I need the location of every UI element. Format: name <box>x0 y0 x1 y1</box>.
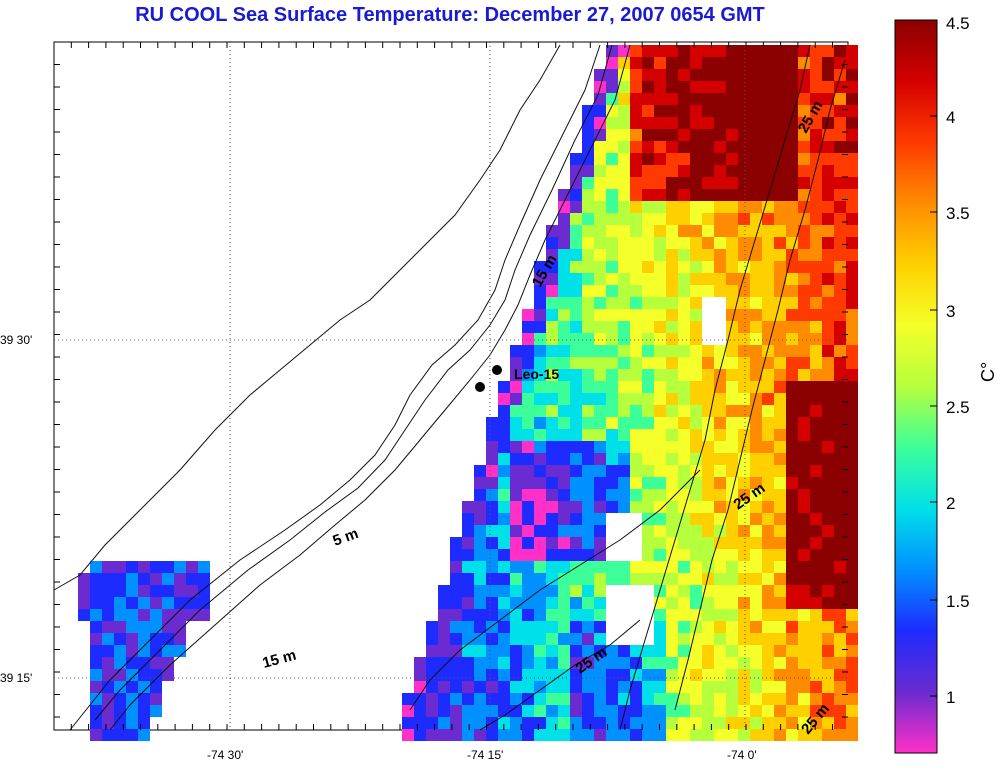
colorbar-tick-1: 1 <box>946 688 956 707</box>
station-label: Leo-15 <box>514 366 559 382</box>
coastline <box>69 44 601 731</box>
colorbar-tick-4: 4 <box>946 108 956 127</box>
colorbar-tick-2-5: 2.5 <box>946 398 970 417</box>
x-label-74-0: -74 0' <box>727 748 757 762</box>
y-label-39-30: 39 30' <box>0 333 33 347</box>
colorbar-tick-2: 2 <box>946 494 956 513</box>
depth-contour-25m-d <box>479 619 641 731</box>
sst-pixel-field <box>78 45 858 741</box>
depth-contour-25m-a <box>619 44 811 731</box>
colorbar-tick-1-5: 1.5 <box>946 592 970 611</box>
depth-contour-15m <box>109 44 631 731</box>
colorbar-tick-4-5: 4.5 <box>946 14 970 33</box>
colorbar-ticks <box>930 19 937 697</box>
graticule <box>54 42 848 730</box>
inland-marsh <box>53 44 561 591</box>
axis-ticks <box>53 41 848 730</box>
colorbar-unit: C° <box>978 361 998 382</box>
station-marker-north <box>492 365 502 375</box>
colorbar-tick-3-5: 3.5 <box>946 204 970 223</box>
x-label-74-15: -74 15' <box>467 748 504 762</box>
y-label-39-15: 39 15' <box>0 671 33 685</box>
depth-contour-5m <box>94 44 613 721</box>
coastline-contours <box>53 44 846 731</box>
depth-contour-25m-c <box>409 469 701 711</box>
colorbar <box>894 19 938 754</box>
colorbar-tick-3: 3 <box>946 302 956 321</box>
map-title: RU COOL Sea Surface Temperature: Decembe… <box>135 4 765 26</box>
station-marker-south <box>475 382 485 392</box>
x-label-74-30: -74 30' <box>207 748 244 762</box>
depth-contour-25m-b <box>674 59 846 711</box>
